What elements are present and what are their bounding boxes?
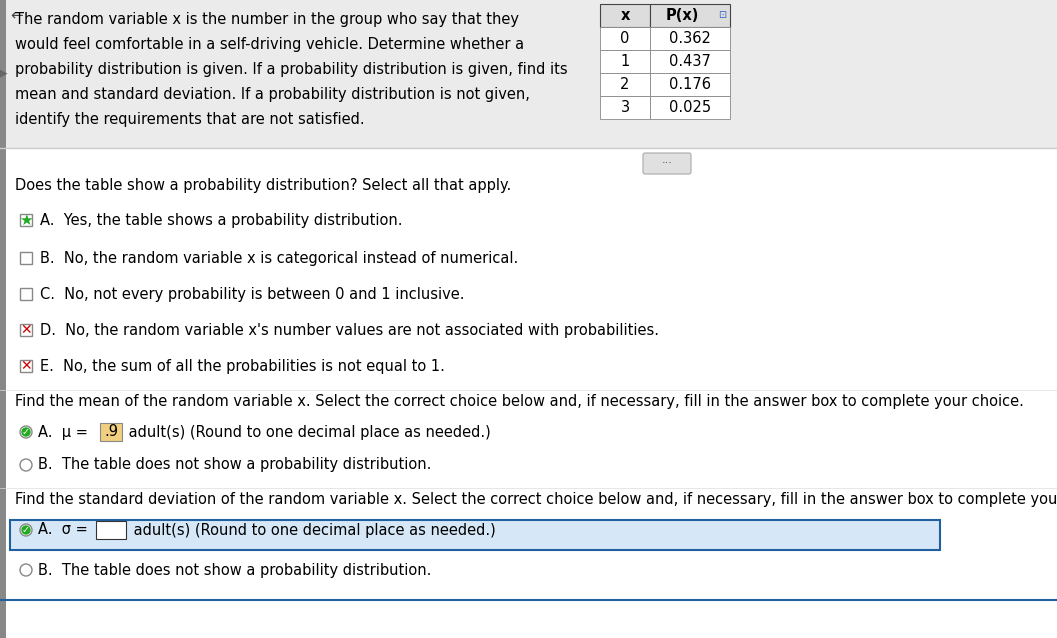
Text: ✕: ✕ [20, 323, 32, 337]
Text: A.  σ =: A. σ = [38, 523, 92, 537]
FancyBboxPatch shape [650, 27, 730, 50]
Text: x: x [620, 8, 630, 23]
Text: mean and standard deviation. If a probability distribution is not given,: mean and standard deviation. If a probab… [15, 87, 530, 102]
Text: would feel comfortable in a self-driving vehicle. Determine whether a: would feel comfortable in a self-driving… [15, 37, 524, 52]
FancyBboxPatch shape [20, 360, 32, 372]
Text: ···: ··· [662, 158, 672, 168]
FancyBboxPatch shape [600, 27, 650, 50]
Text: 0.025: 0.025 [669, 100, 711, 115]
FancyBboxPatch shape [645, 155, 689, 172]
FancyBboxPatch shape [20, 214, 32, 226]
FancyBboxPatch shape [650, 96, 730, 119]
Circle shape [20, 524, 32, 536]
Circle shape [20, 564, 32, 576]
Text: E.  No, the sum of all the probabilities is not equal to 1.: E. No, the sum of all the probabilities … [40, 359, 445, 373]
Text: B.  The table does not show a probability distribution.: B. The table does not show a probability… [38, 563, 431, 577]
Text: .9: .9 [104, 424, 118, 440]
Text: ▶: ▶ [0, 66, 7, 80]
FancyBboxPatch shape [0, 0, 1057, 148]
Text: identify the requirements that are not satisfied.: identify the requirements that are not s… [15, 112, 365, 127]
FancyBboxPatch shape [600, 4, 650, 27]
Text: Find the standard deviation of the random variable x. Select the correct choice : Find the standard deviation of the rando… [15, 492, 1057, 507]
Text: ⊡: ⊡ [718, 10, 726, 20]
FancyBboxPatch shape [600, 96, 650, 119]
FancyBboxPatch shape [650, 50, 730, 73]
Text: ✕: ✕ [20, 359, 32, 373]
FancyBboxPatch shape [0, 0, 6, 638]
Text: ←: ← [10, 8, 23, 23]
FancyBboxPatch shape [643, 153, 691, 174]
Text: adult(s) (Round to one decimal place as needed.): adult(s) (Round to one decimal place as … [124, 424, 490, 440]
FancyBboxPatch shape [20, 252, 32, 264]
Text: 0.437: 0.437 [669, 54, 711, 69]
Text: B.  No, the random variable x is categorical instead of numerical.: B. No, the random variable x is categori… [40, 251, 518, 265]
Text: A.  μ =: A. μ = [38, 424, 93, 440]
Circle shape [22, 526, 30, 534]
Text: adult(s) (Round to one decimal place as needed.): adult(s) (Round to one decimal place as … [129, 523, 496, 537]
FancyBboxPatch shape [600, 73, 650, 96]
Circle shape [20, 426, 32, 438]
Text: B.  The table does not show a probability distribution.: B. The table does not show a probability… [38, 457, 431, 473]
Text: 0: 0 [620, 31, 630, 46]
Text: D.  No, the random variable x's number values are not associated with probabilit: D. No, the random variable x's number va… [40, 322, 659, 338]
FancyBboxPatch shape [20, 288, 32, 300]
Text: 0.176: 0.176 [669, 77, 711, 92]
Text: probability distribution is given. If a probability distribution is given, find : probability distribution is given. If a … [15, 62, 568, 77]
Circle shape [20, 459, 32, 471]
Text: A.  Yes, the table shows a probability distribution.: A. Yes, the table shows a probability di… [40, 212, 403, 228]
Text: ★: ★ [19, 212, 33, 228]
Text: ✓: ✓ [22, 525, 30, 535]
Text: 0.362: 0.362 [669, 31, 711, 46]
FancyBboxPatch shape [100, 423, 122, 441]
Text: ✓: ✓ [22, 427, 30, 437]
Text: The random variable x is the number in the group who say that they: The random variable x is the number in t… [15, 12, 519, 27]
FancyBboxPatch shape [96, 521, 126, 539]
Text: 2: 2 [620, 77, 630, 92]
FancyBboxPatch shape [650, 4, 730, 27]
Circle shape [22, 428, 30, 436]
FancyBboxPatch shape [600, 50, 650, 73]
Text: 1: 1 [620, 54, 630, 69]
Text: Find the mean of the random variable x. Select the correct choice below and, if : Find the mean of the random variable x. … [15, 394, 1024, 409]
FancyBboxPatch shape [10, 520, 940, 550]
Text: Does the table show a probability distribution? Select all that apply.: Does the table show a probability distri… [15, 178, 512, 193]
Text: 3: 3 [620, 100, 630, 115]
FancyBboxPatch shape [20, 324, 32, 336]
FancyBboxPatch shape [650, 73, 730, 96]
Text: P(x): P(x) [665, 8, 699, 23]
Text: C.  No, not every probability is between 0 and 1 inclusive.: C. No, not every probability is between … [40, 286, 464, 302]
